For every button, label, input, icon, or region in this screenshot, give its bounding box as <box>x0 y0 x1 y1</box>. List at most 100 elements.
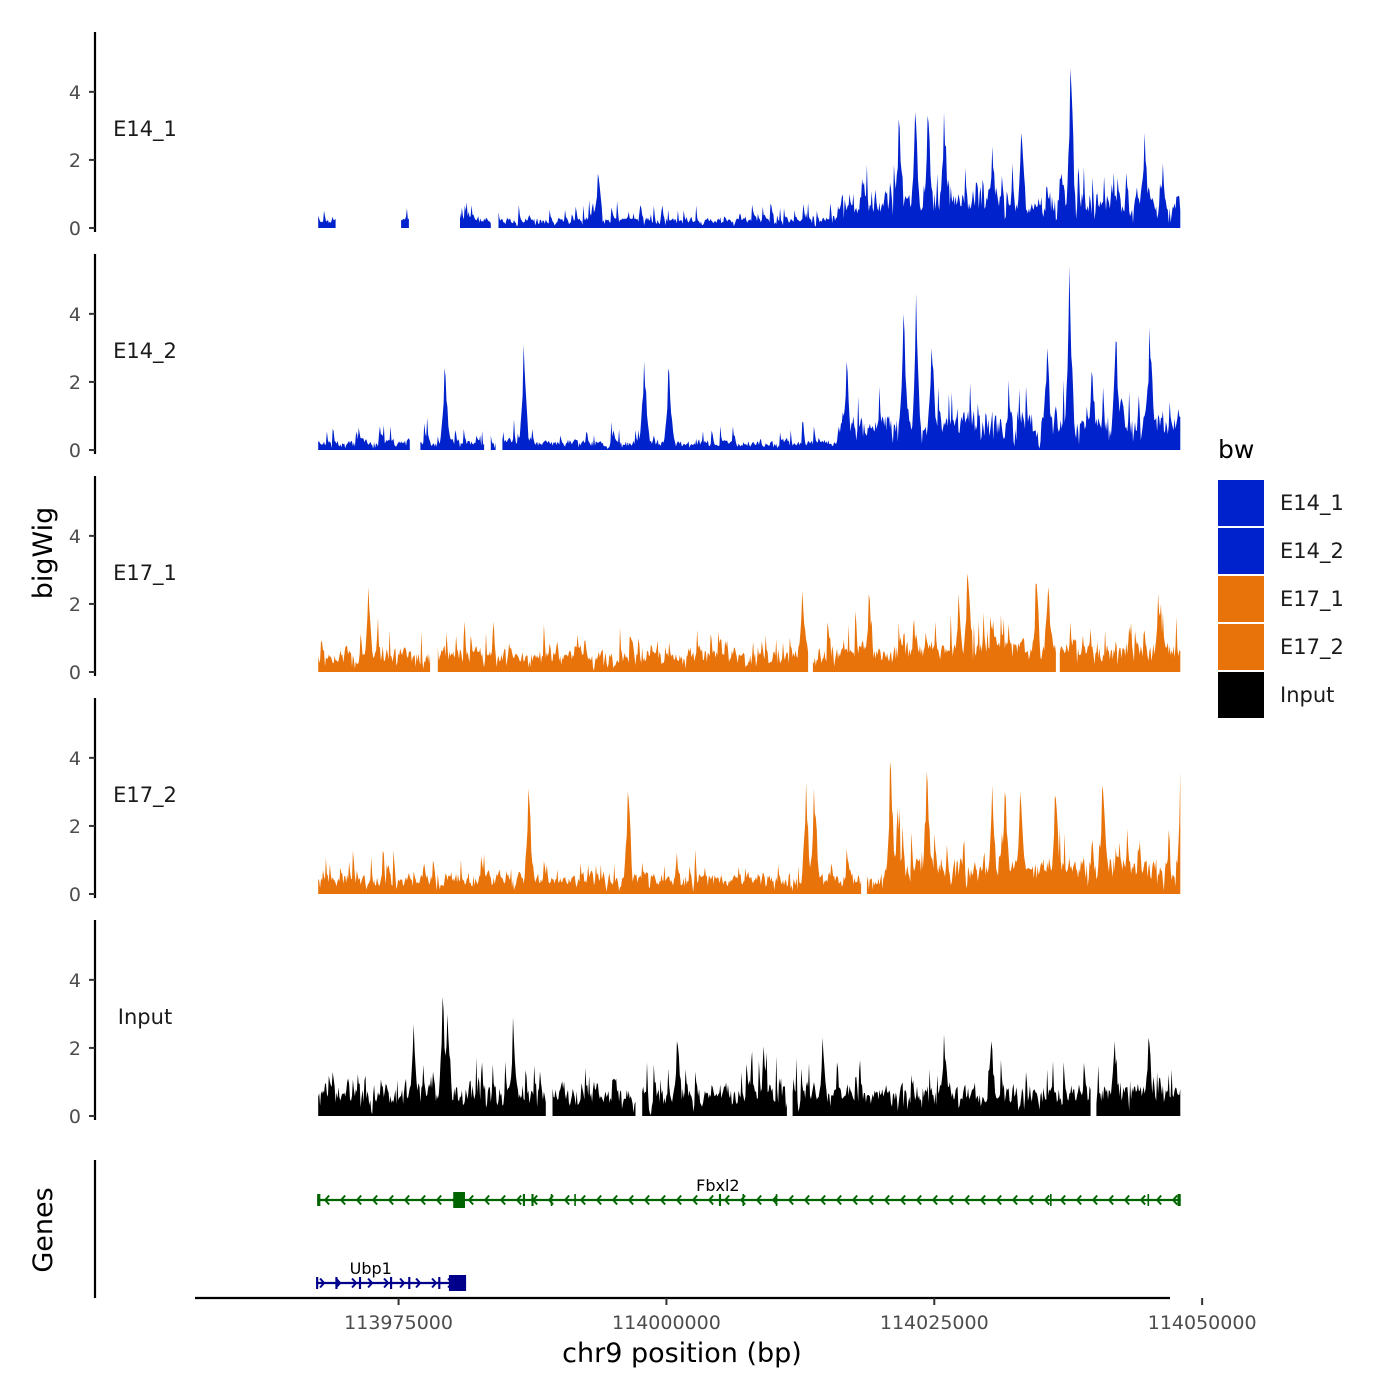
exon <box>453 1192 465 1208</box>
y-tick-label: 0 <box>69 218 81 240</box>
y-tick-label: 0 <box>69 662 81 684</box>
track-E14_1: 0 2 4 E14_1 <box>69 32 1181 240</box>
strand-arrow <box>675 1194 682 1206</box>
strand-arrow <box>367 1277 374 1289</box>
strand-arrow <box>1091 1194 1098 1206</box>
strand-arrow <box>691 1194 698 1206</box>
exon <box>550 1194 553 1206</box>
strand-arrow <box>947 1194 954 1206</box>
track-E17_1: 0 2 4 E17_1 <box>69 476 1181 684</box>
exon <box>408 1277 411 1289</box>
genes-axis-title: Genes <box>28 1187 59 1272</box>
track-E14_2: 0 2 4 E14_2 <box>69 254 1181 462</box>
strand-arrow <box>415 1277 422 1289</box>
exon <box>742 1194 745 1206</box>
strand-arrow <box>1027 1194 1034 1206</box>
legend-swatch-E17_2 <box>1218 624 1264 670</box>
y-tick-label: 0 <box>69 1106 81 1128</box>
gene-Ubp1: Ubp1 <box>316 1259 467 1291</box>
x-tick-label: 114050000 <box>1148 1312 1257 1334</box>
legend-swatch-E17_1 <box>1218 576 1264 622</box>
strand-arrow <box>387 1194 394 1206</box>
legend-label-E14_1: E14_1 <box>1280 491 1344 516</box>
track-label-E17_2: E17_2 <box>113 783 177 808</box>
legend-label-E14_2: E14_2 <box>1280 539 1344 564</box>
strand-arrow <box>499 1194 506 1206</box>
strand-arrow <box>563 1194 570 1206</box>
y-tick-label: 4 <box>69 526 81 548</box>
exon <box>390 1277 393 1289</box>
strand-arrow <box>659 1194 666 1206</box>
strand-arrow <box>723 1194 730 1206</box>
track-label-E14_1: E14_1 <box>113 117 177 142</box>
track-label-Input: Input <box>118 1005 172 1029</box>
gene-label-Ubp1: Ubp1 <box>350 1259 392 1278</box>
strand-arrow <box>1059 1194 1066 1206</box>
strand-arrow <box>1075 1194 1082 1206</box>
strand-arrow <box>979 1194 986 1206</box>
strand-arrow <box>1011 1194 1018 1206</box>
strand-arrow <box>1123 1194 1130 1206</box>
legend-title: bw <box>1218 435 1254 464</box>
strand-arrow <box>319 1277 326 1289</box>
strand-arrow <box>579 1194 586 1206</box>
legend-label-Input: Input <box>1280 683 1334 707</box>
strand-arrow <box>995 1194 1002 1206</box>
track-E17_2: 0 2 4 E17_2 <box>69 698 1181 906</box>
strand-arrow <box>435 1194 442 1206</box>
strand-arrow <box>963 1194 970 1206</box>
strand-arrow <box>1043 1194 1050 1206</box>
strand-arrow <box>383 1277 390 1289</box>
strand-arrow <box>611 1194 618 1206</box>
coverage-area-Input <box>318 996 1181 1116</box>
strand-arrow <box>915 1194 922 1206</box>
coverage-area-E17_1 <box>318 573 1181 672</box>
exon <box>438 1277 441 1289</box>
strand-arrow <box>399 1277 406 1289</box>
strand-arrow <box>899 1194 906 1206</box>
y-tick-label: 4 <box>69 970 81 992</box>
strand-arrow <box>1171 1194 1178 1206</box>
strand-arrow <box>1155 1194 1162 1206</box>
track-panels: 0 2 4 E14_1 0 2 4 E14_2 0 2 4 E17_1 0 2 4 E17_2 0 2 4 Input <box>69 32 1181 1128</box>
legend-swatch-E14_1 <box>1218 480 1264 526</box>
strand-arrow <box>867 1194 874 1206</box>
legend-swatch-E14_2 <box>1218 528 1264 574</box>
legend-label-E17_1: E17_1 <box>1280 587 1344 612</box>
strand-arrow <box>431 1277 438 1289</box>
strand-arrow <box>755 1194 762 1206</box>
strand-arrow <box>851 1194 858 1206</box>
genes-panel: Fbxl2 Ubp1 <box>93 1160 1181 1298</box>
x-tick-label: 114000000 <box>612 1312 721 1334</box>
exon <box>448 1275 467 1291</box>
strand-arrow <box>419 1194 426 1206</box>
coverage-area-E14_2 <box>318 266 1181 450</box>
strand-arrow <box>803 1194 810 1206</box>
y-tick-label: 0 <box>69 884 81 906</box>
exon <box>1177 1194 1181 1206</box>
strand-arrow <box>883 1194 890 1206</box>
exon <box>317 1194 321 1206</box>
strand-arrow <box>1107 1194 1114 1206</box>
coverage-area-E14_1 <box>318 68 1181 228</box>
strand-arrow <box>1139 1194 1146 1206</box>
exon <box>316 1277 319 1289</box>
track-Input: 0 2 4 Input <box>69 920 1181 1128</box>
strand-arrow <box>483 1194 490 1206</box>
exon <box>358 1277 362 1289</box>
y-tick-label: 2 <box>69 594 81 616</box>
strand-arrow <box>371 1194 378 1206</box>
strand-arrow <box>467 1194 474 1206</box>
exon <box>522 1194 525 1206</box>
strand-arrow <box>515 1194 522 1206</box>
exon <box>1147 1194 1150 1206</box>
gene-label-Fbxl2: Fbxl2 <box>696 1176 739 1195</box>
strand-arrow <box>643 1194 650 1206</box>
y-axis-title: bigWig <box>28 507 59 600</box>
exon <box>531 1194 534 1206</box>
strand-arrow <box>339 1194 346 1206</box>
legend-label-E17_2: E17_2 <box>1280 635 1344 660</box>
y-tick-label: 0 <box>69 440 81 462</box>
strand-arrow <box>595 1194 602 1206</box>
